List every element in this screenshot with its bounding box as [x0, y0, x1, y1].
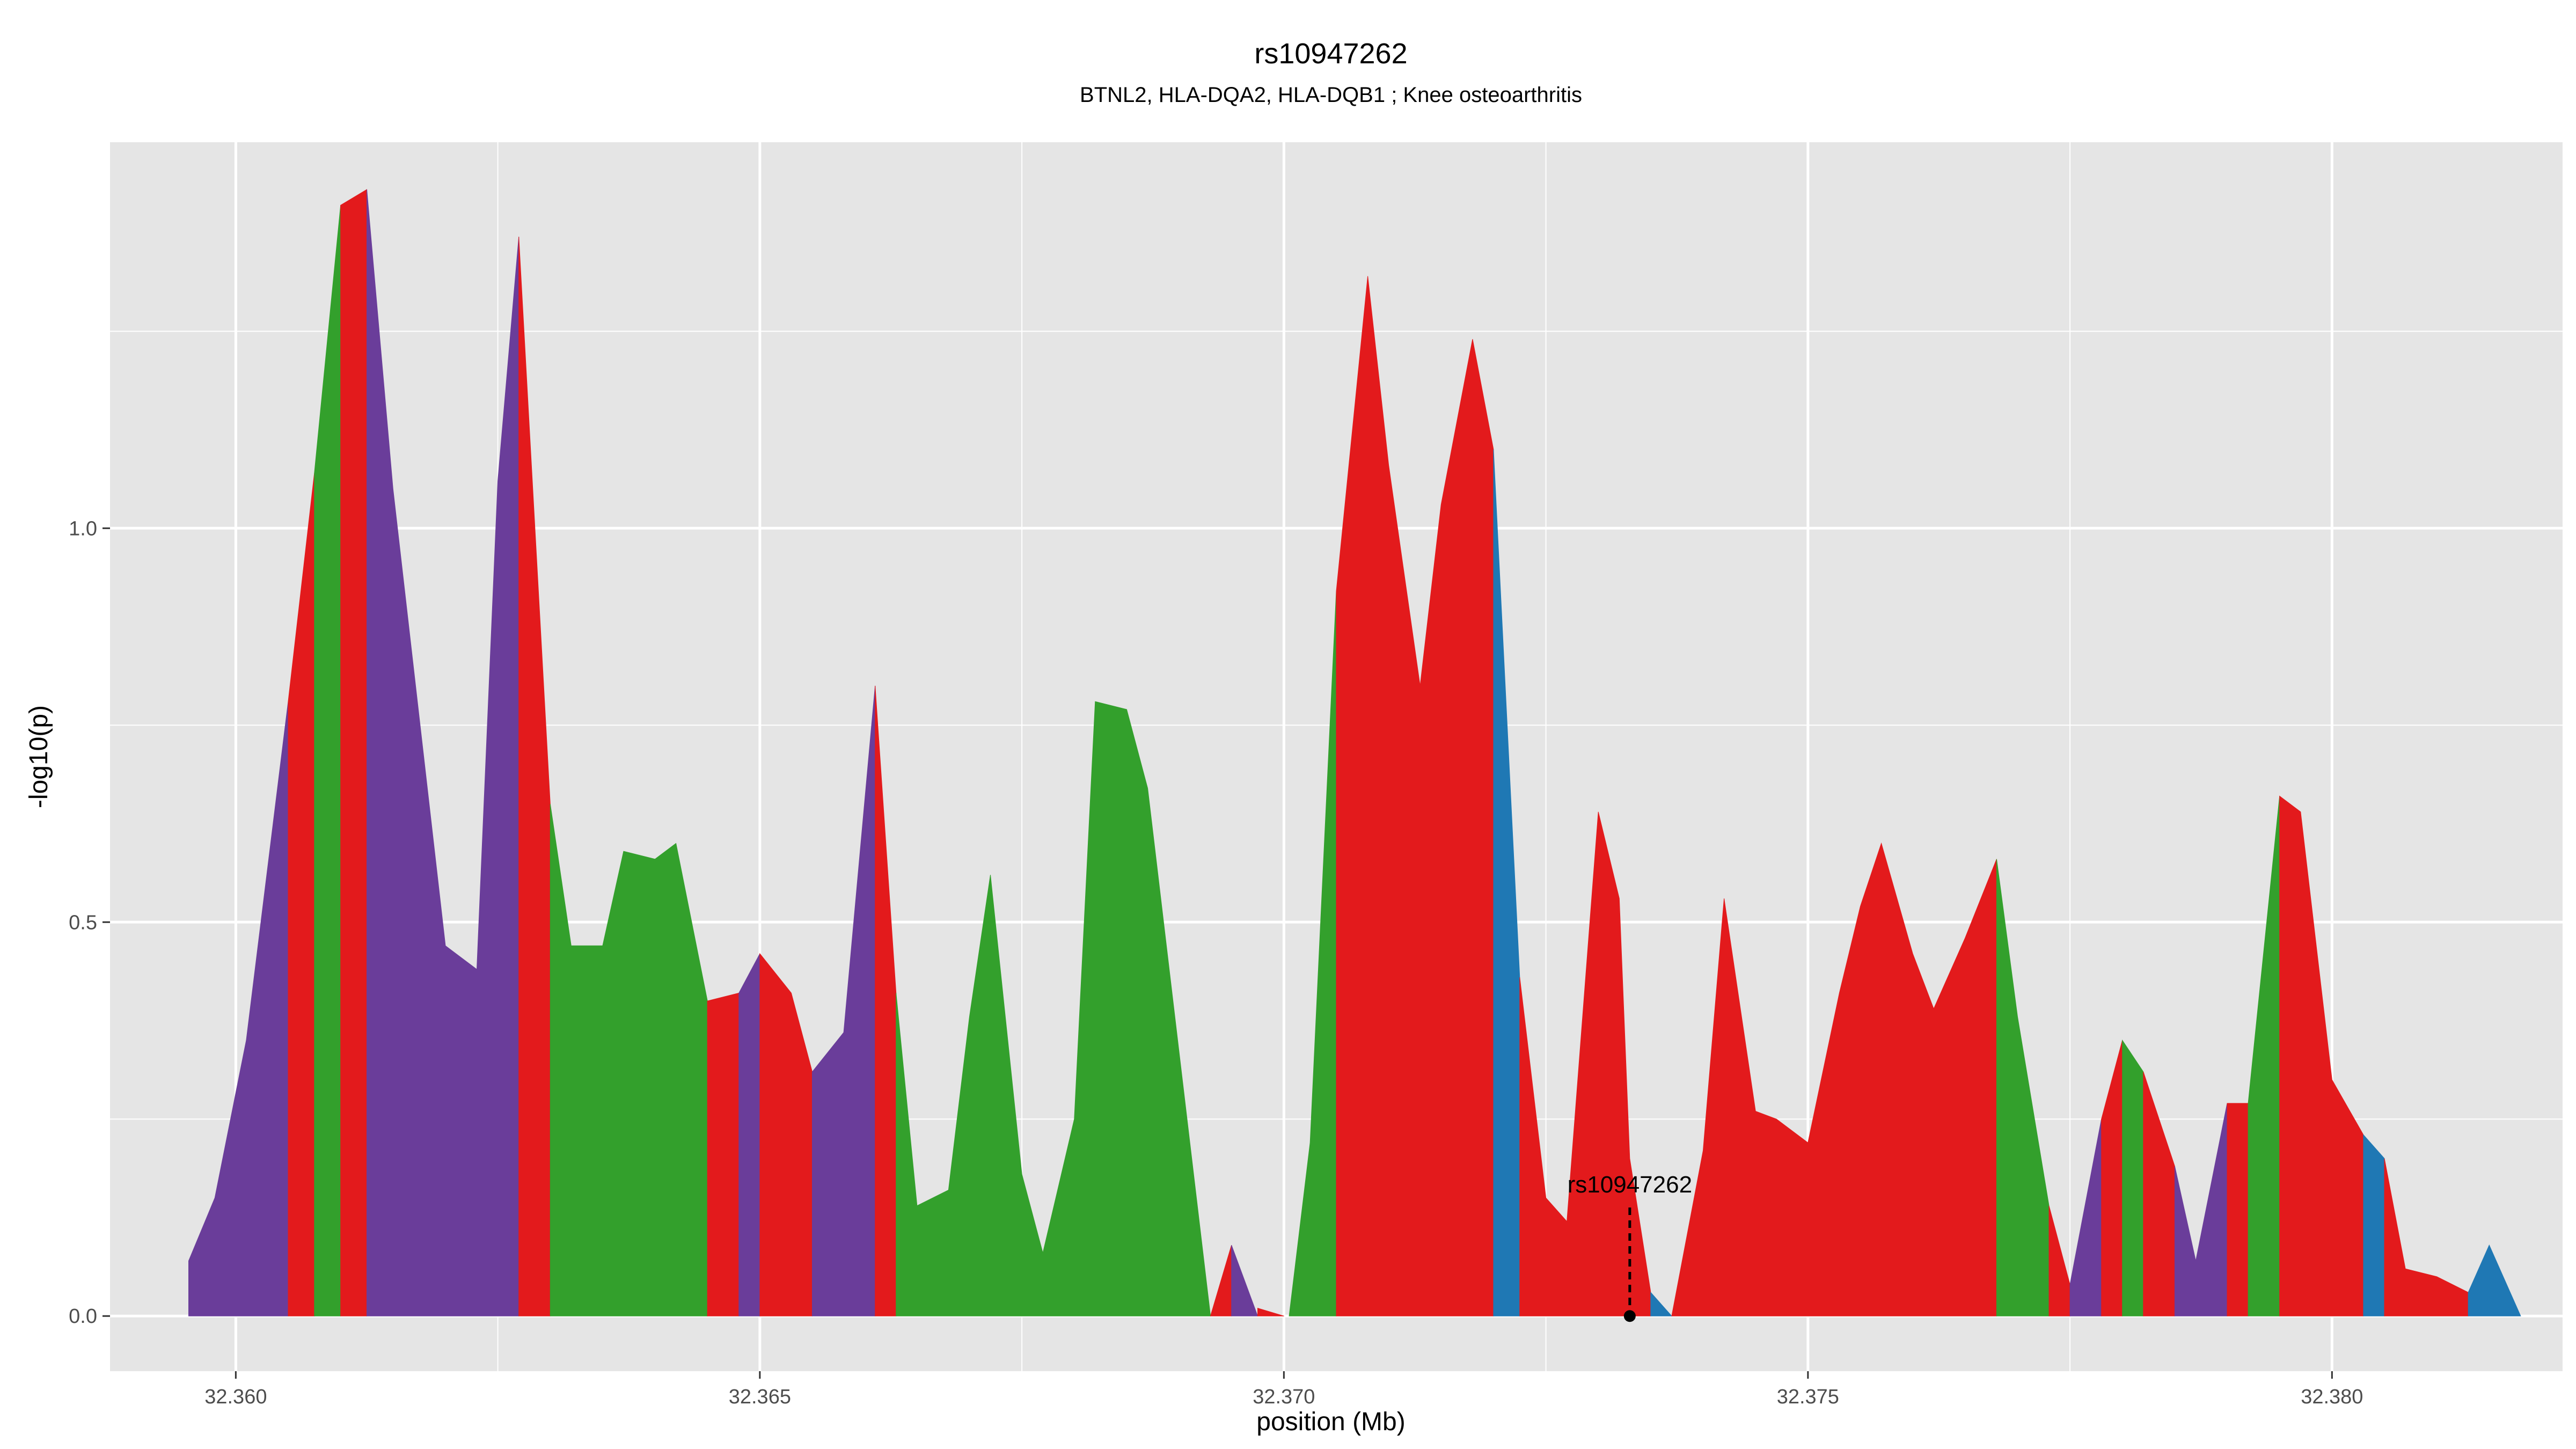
area-segment-8 [707, 992, 740, 1316]
chart-title: rs10947262 [1254, 38, 1407, 70]
y-axis-ticks: 0.0 0.5 1.0 [69, 517, 110, 1328]
x-tick-label: 32.360 [204, 1386, 267, 1408]
y-axis-title: -log10(p) [25, 705, 53, 808]
area-segment-10 [759, 953, 813, 1316]
area-segment-21 [1650, 1291, 1673, 1316]
x-tick-label: 32.370 [1253, 1386, 1315, 1408]
lead-snp-label: rs10947262 [1568, 1172, 1692, 1198]
y-tick-label: 0.0 [69, 1305, 97, 1328]
area-segment-16 [1257, 1307, 1284, 1316]
area-segment-29 [2174, 1103, 2228, 1316]
x-tick-label: 32.375 [1777, 1386, 1839, 1408]
area-segment-23 [1996, 859, 2050, 1316]
area-segment-27 [2122, 1039, 2144, 1316]
area-segment-35 [2468, 1244, 2521, 1316]
x-axis-title: position (Mb) [1256, 1408, 1405, 1436]
area-segment-22 [1671, 842, 1997, 1316]
x-tick-label: 32.380 [2301, 1386, 2363, 1408]
x-tick-label: 32.365 [729, 1386, 791, 1408]
area-segment-9 [738, 953, 760, 1316]
lead-snp-point [1623, 1310, 1636, 1322]
area-segment-33 [2363, 1134, 2385, 1316]
area-segment-15 [1231, 1245, 1258, 1316]
area-segment-30 [2227, 1103, 2249, 1316]
area-segment-11 [812, 685, 876, 1316]
y-tick-label: 0.5 [69, 911, 97, 934]
y-tick-label: 1.0 [69, 517, 97, 540]
chart-subtitle: BTNL2, HLA-DQA2, HLA-DQB1 ; Knee osteoar… [1080, 83, 1582, 107]
area-series [188, 189, 2521, 1316]
lead-snp-marker: rs10947262 [1568, 1172, 1692, 1322]
area-segment-13 [896, 701, 1211, 1316]
y-axis-title-text: -log10(p) [25, 705, 53, 808]
area-segment-4 [340, 189, 367, 1316]
x-axis-ticks: 32.360 32.365 32.370 32.375 32.380 [204, 1371, 2363, 1408]
